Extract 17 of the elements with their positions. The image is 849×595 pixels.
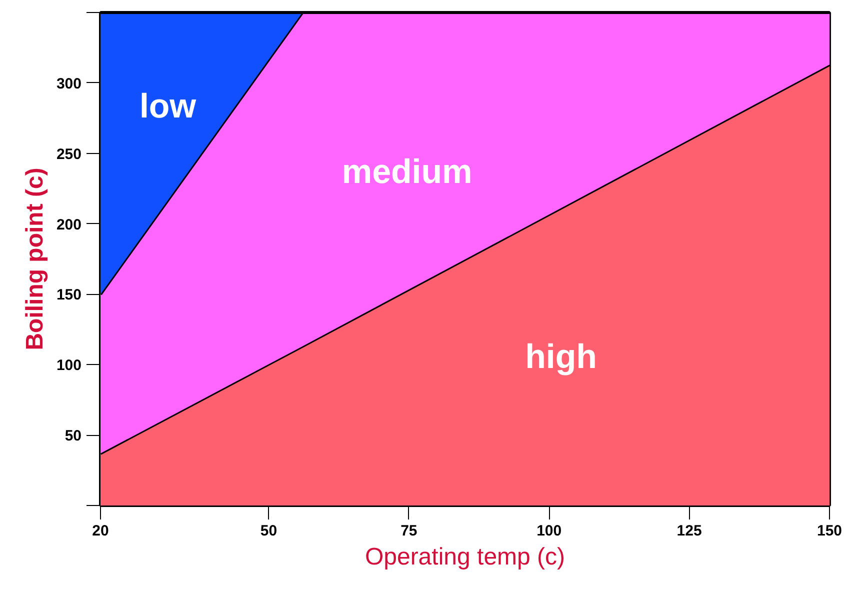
y-tick-label: 200	[56, 216, 82, 234]
y-tick-label: 50	[64, 428, 82, 445]
x-tick-label: 20	[92, 522, 109, 540]
x-axis-title: Operating temp (c)	[364, 544, 566, 570]
series-label: high	[525, 338, 597, 376]
y-tick-label: 150	[56, 286, 82, 304]
series-label: low	[139, 87, 197, 126]
x-tick-label: 100	[536, 522, 562, 540]
x-tick-label: 125	[676, 522, 702, 540]
series-label: medium	[342, 152, 472, 191]
y-tick-label: 300	[56, 75, 82, 92]
x-tick-label: 75	[400, 522, 418, 540]
y-tick-label: 100	[56, 357, 82, 374]
x-tick-label: 50	[260, 522, 278, 540]
y-tick-label: 250	[56, 146, 82, 163]
x-tick-label: 150	[816, 522, 842, 540]
y-axis-title: Boiling point (c)	[21, 168, 48, 350]
